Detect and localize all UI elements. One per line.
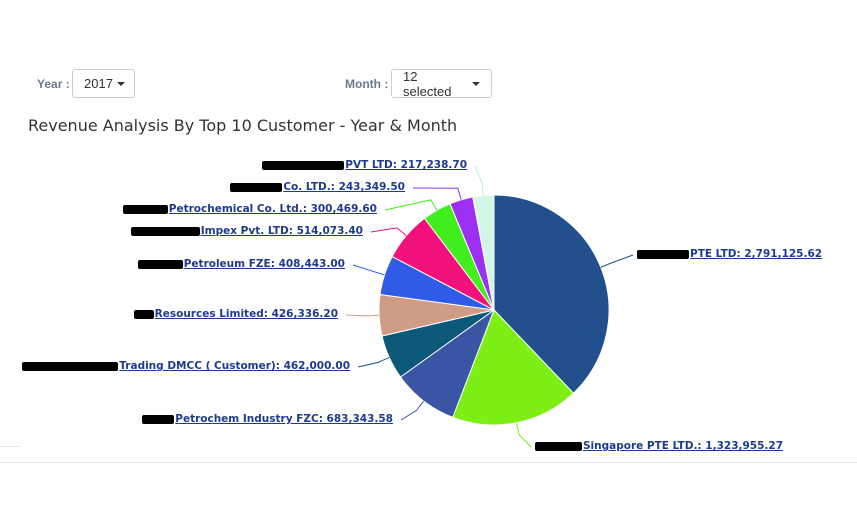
slice-label[interactable]: Co. LTD.: 243,349.50 (230, 181, 405, 193)
leader-line (370, 227, 407, 237)
slice-label[interactable]: Petrochem Industry FZC: 683,343.58 (142, 413, 393, 425)
redaction-bar (133, 309, 154, 319)
leader-line (412, 187, 462, 200)
slice-label[interactable]: PTE LTD: 2,791,125.62 (637, 248, 822, 260)
leader-line (516, 422, 532, 448)
year-dropdown[interactable]: 2017 (72, 69, 135, 98)
slice-label-text: Impex Pvt. LTD: 514,073.40 (200, 225, 363, 237)
redaction-bar (637, 249, 689, 259)
year-value: 2017 (84, 76, 113, 91)
redaction-bar (22, 361, 119, 371)
leader-line (352, 264, 385, 276)
slice-label-text: Trading DMCC ( Customer): 462,000.00 (119, 360, 350, 372)
caret-down-icon (472, 81, 480, 86)
slice-label-text: Singapore PTE LTD.: 1,323,955.27 (583, 440, 784, 452)
slice-label[interactable]: Petroleum FZE: 408,443.00 (137, 258, 345, 270)
month-label: Month : (345, 77, 389, 91)
redaction-bar (230, 182, 283, 192)
redaction-bar (122, 204, 168, 214)
pie-slice[interactable] (452, 309, 575, 426)
chart-title: Revenue Analysis By Top 10 Customer - Ye… (28, 116, 458, 135)
slice-label-text: Petrochem Industry FZC: 683,343.58 (175, 413, 393, 425)
redaction-bar (142, 414, 175, 424)
redaction-bar (535, 441, 582, 451)
slice-label[interactable]: PVT LTD: 217,238.70 (262, 159, 467, 171)
slice-label-text: Petrochemical Co. Ltd.: 300,469.60 (168, 203, 377, 215)
leader-line (384, 199, 438, 211)
month-dropdown[interactable]: 12 selected (391, 68, 492, 99)
slice-label[interactable]: Petrochemical Co. Ltd.: 300,469.60 (122, 203, 377, 215)
month-value: 12 selected (403, 68, 452, 99)
leader-line (400, 400, 425, 421)
divider (0, 462, 857, 463)
leader-line (600, 254, 634, 268)
leader-line (345, 314, 380, 317)
slice-label[interactable]: Trading DMCC ( Customer): 462,000.00 (22, 360, 350, 372)
slice-label-text: Petroleum FZE: 408,443.00 (183, 258, 345, 270)
redaction-bar (137, 259, 183, 269)
redaction-bar (262, 160, 345, 170)
slice-label[interactable]: Singapore PTE LTD.: 1,323,955.27 (535, 440, 783, 452)
slice-label[interactable]: Resources Limited: 426,336.20 (133, 308, 338, 320)
leader-line (357, 356, 390, 368)
year-label: Year : (37, 77, 70, 91)
leader-line (474, 165, 484, 196)
slice-label-text: PTE LTD: 2,791,125.62 (690, 248, 823, 260)
redaction-bar (130, 226, 200, 236)
slice-label-text: PVT LTD: 217,238.70 (345, 159, 467, 171)
slice-label[interactable]: Impex Pvt. LTD: 514,073.40 (130, 225, 363, 237)
pie-slice[interactable] (493, 194, 610, 394)
divider (0, 446, 20, 447)
slice-label-text: Resources Limited: 426,336.20 (154, 308, 338, 320)
caret-down-icon (116, 81, 125, 86)
slice-label-text: Co. LTD.: 243,349.50 (283, 181, 405, 193)
